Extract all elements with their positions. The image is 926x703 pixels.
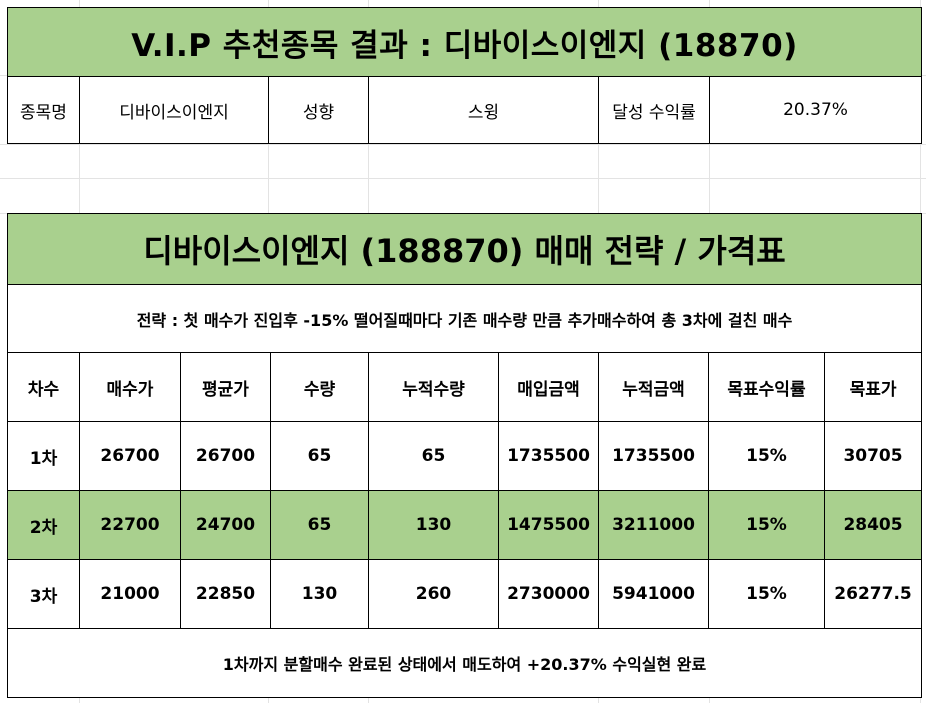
tendency-label: 성향 (268, 76, 369, 144)
table-cell: 5941000 (598, 559, 709, 629)
table-row-highlighted: 2차 22700 24700 65 130 1475500 3211000 15… (7, 490, 923, 560)
achieved-return-value: 20.37% (708, 76, 923, 144)
column-header: 누적수량 (368, 352, 499, 422)
table-row: 3차 21000 22850 130 260 2730000 5941000 1… (7, 559, 923, 629)
column-header: 매수가 (79, 352, 181, 422)
table-cell: 15% (708, 421, 825, 491)
table-cell: 3차 (7, 559, 80, 629)
table-cell: 28405 (823, 490, 923, 560)
table-cell: 65 (368, 421, 499, 491)
trading-strategy-table: 디바이스이엔지 (188870) 매매 전략 / 가격표 전략 : 첫 매수가 … (6, 213, 923, 698)
table-cell: 26277.5 (823, 559, 923, 629)
vip-summary-table: V.I.P 추천종목 결과 : 디바이스이엔지 (18870) 종목명 디바이스… (6, 7, 923, 144)
table-cell: 26700 (180, 421, 271, 491)
table-cell: 24700 (180, 490, 271, 560)
table-cell: 22850 (180, 559, 271, 629)
table-cell: 3211000 (598, 490, 709, 560)
table-cell: 21000 (79, 559, 181, 629)
table-cell: 15% (708, 559, 825, 629)
table-cell: 15% (708, 490, 825, 560)
column-header: 목표수익률 (708, 352, 825, 422)
table-cell: 1차 (7, 421, 80, 491)
table-cell: 2차 (7, 490, 80, 560)
column-header: 차수 (7, 352, 80, 422)
stock-name-value: 디바이스이엔지 (79, 76, 269, 144)
table-cell: 26700 (79, 421, 181, 491)
table-cell: 22700 (79, 490, 181, 560)
tendency-value: 스윙 (368, 76, 599, 144)
table-header-row: 차수 매수가 평균가 수량 누적수량 매입금액 누적금액 목표수익률 목표가 (7, 352, 923, 422)
table-cell: 30705 (823, 421, 923, 491)
table-cell: 130 (368, 490, 499, 560)
table-cell: 65 (270, 490, 369, 560)
achieved-return-label: 달성 수익률 (598, 76, 710, 144)
table-cell: 1735500 (498, 421, 599, 491)
table-cell: 1475500 (498, 490, 599, 560)
table-cell: 260 (368, 559, 499, 629)
result-footer: 1차까지 분할매수 완료된 상태에서 매도하여 +20.37% 수익실현 완료 (6, 628, 923, 698)
summary-title: V.I.P 추천종목 결과 : 디바이스이엔지 (18870) (6, 7, 923, 77)
table-row: 1차 26700 26700 65 65 1735500 1735500 15%… (7, 421, 923, 491)
strategy-title: 디바이스이엔지 (188870) 매매 전략 / 가격표 (6, 213, 923, 285)
column-header: 매입금액 (498, 352, 599, 422)
column-header: 목표가 (823, 352, 923, 422)
column-header: 수량 (270, 352, 369, 422)
table-cell: 65 (270, 421, 369, 491)
strategy-description: 전략 : 첫 매수가 진입후 -15% 떨어질때마다 기존 매수량 만큼 추가매… (6, 284, 923, 353)
stock-name-label: 종목명 (7, 76, 80, 144)
table-cell: 1735500 (598, 421, 709, 491)
column-header: 누적금액 (598, 352, 709, 422)
table-cell: 130 (270, 559, 369, 629)
column-header: 평균가 (180, 352, 271, 422)
table-cell: 2730000 (498, 559, 599, 629)
